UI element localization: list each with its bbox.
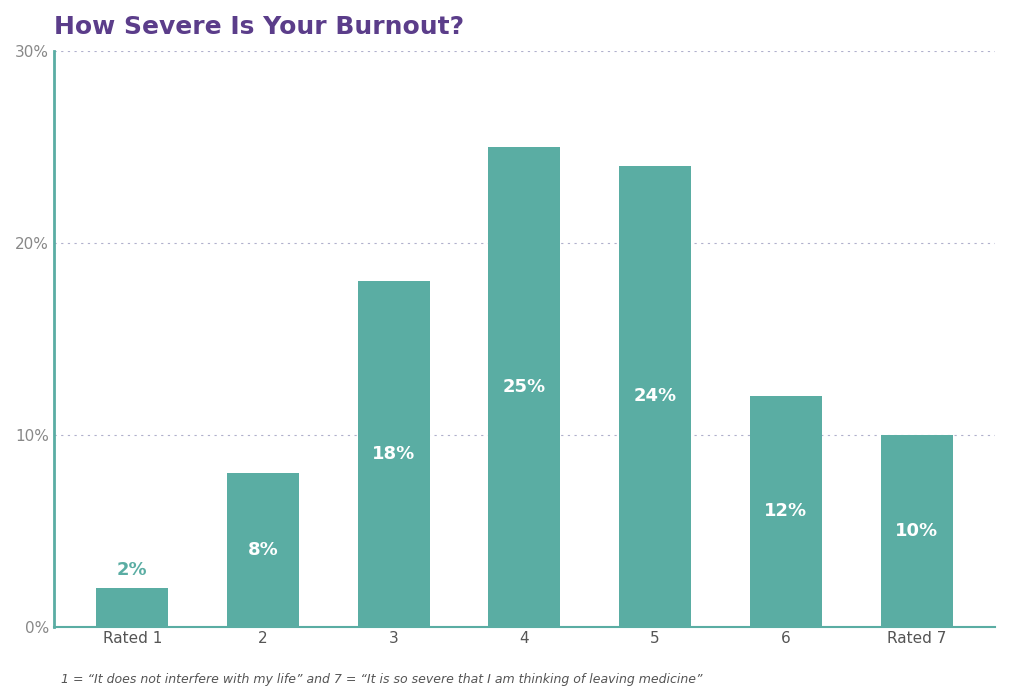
Text: 12%: 12% <box>765 502 807 520</box>
Text: 25%: 25% <box>503 378 546 395</box>
Text: 24%: 24% <box>633 387 677 405</box>
Bar <box>619 166 691 626</box>
Bar <box>881 435 952 626</box>
Bar <box>358 281 429 626</box>
Text: 2%: 2% <box>117 561 147 579</box>
Bar <box>227 473 299 626</box>
Bar <box>749 396 822 626</box>
Text: 1 = “It does not interfere with my life” and 7 = “It is so severe that I am thin: 1 = “It does not interfere with my life”… <box>61 672 702 686</box>
Text: 18%: 18% <box>372 445 415 463</box>
Bar <box>489 147 561 626</box>
Bar <box>96 588 169 626</box>
Text: How Severe Is Your Burnout?: How Severe Is Your Burnout? <box>54 15 464 39</box>
Text: 10%: 10% <box>895 522 938 539</box>
Text: 8%: 8% <box>247 541 279 559</box>
